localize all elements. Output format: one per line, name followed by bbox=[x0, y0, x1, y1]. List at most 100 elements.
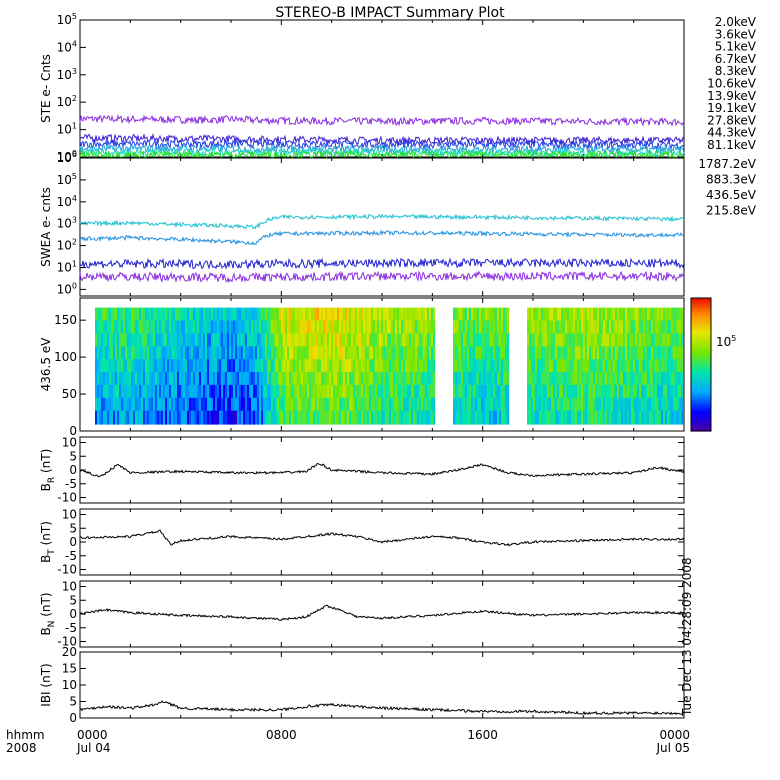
heatmap-cell bbox=[391, 397, 394, 412]
footer-year: 2008 bbox=[6, 741, 37, 755]
heatmap-cell bbox=[315, 397, 318, 412]
heatmap-cell bbox=[583, 372, 586, 386]
heatmap-cell bbox=[469, 372, 472, 386]
heatmap-cell bbox=[563, 372, 566, 386]
heatmap-cell bbox=[135, 372, 138, 386]
heatmap-cell bbox=[393, 359, 396, 374]
heatmap-cell bbox=[239, 410, 242, 425]
heatmap-cell bbox=[505, 307, 508, 322]
heatmap-cell bbox=[665, 333, 668, 348]
heatmap-cell bbox=[307, 384, 310, 399]
heatmap-cell bbox=[195, 410, 198, 425]
heatmap-cell bbox=[205, 384, 208, 399]
heatmap-cell bbox=[247, 307, 250, 322]
heatmap-cell bbox=[195, 359, 198, 374]
heatmap-cell bbox=[415, 346, 418, 361]
heatmap-cell bbox=[217, 359, 220, 374]
heatmap-cell bbox=[431, 359, 434, 374]
heatmap-cell bbox=[571, 333, 574, 348]
heatmap-cell bbox=[365, 333, 368, 348]
heatmap-cell bbox=[191, 333, 194, 348]
heatmap-cell bbox=[361, 372, 364, 386]
heatmap-cell bbox=[623, 359, 626, 374]
heatmap-cell bbox=[619, 397, 622, 412]
heatmap-cell bbox=[301, 372, 304, 386]
heatmap-cell bbox=[255, 372, 258, 386]
heatmap-cell bbox=[261, 333, 264, 348]
heatmap-cell bbox=[171, 397, 174, 412]
heatmap-cell bbox=[575, 307, 578, 322]
heatmap-cell bbox=[599, 397, 602, 412]
heatmap-cell bbox=[581, 333, 584, 348]
heatmap-cell bbox=[365, 397, 368, 412]
heatmap-cell bbox=[129, 397, 132, 412]
heatmap-cell bbox=[427, 359, 430, 374]
heatmap-cell bbox=[457, 410, 460, 425]
heatmap-cell bbox=[353, 333, 356, 348]
heatmap-cell bbox=[287, 359, 290, 374]
heatmap-cell bbox=[483, 346, 486, 361]
heatmap-cell bbox=[603, 384, 606, 399]
heatmap-cell bbox=[541, 372, 544, 386]
heatmap-cell bbox=[393, 320, 396, 335]
heatmap-cell bbox=[561, 333, 564, 348]
heatmap-cell bbox=[381, 307, 384, 322]
heatmap-cell bbox=[591, 333, 594, 348]
heatmap-cell bbox=[139, 307, 142, 322]
heatmap-cell bbox=[595, 410, 598, 425]
heatmap-cell bbox=[407, 333, 410, 348]
heatmap-cell bbox=[415, 372, 418, 386]
heatmap-cell bbox=[215, 372, 218, 386]
y-axis-label: BN (nT) bbox=[39, 592, 57, 635]
heatmap-cell bbox=[127, 372, 130, 386]
heatmap-cell bbox=[243, 384, 246, 399]
heatmap-cell bbox=[137, 384, 140, 399]
heatmap-cell bbox=[583, 333, 586, 348]
heatmap-cell bbox=[401, 359, 404, 374]
heatmap-cell bbox=[601, 397, 604, 412]
heatmap-cell bbox=[309, 397, 312, 412]
heatmap-cell bbox=[403, 307, 406, 322]
heatmap-cell bbox=[471, 359, 474, 374]
heatmap-cell bbox=[205, 397, 208, 412]
heatmap-cell bbox=[99, 333, 102, 348]
heatmap-cell bbox=[411, 372, 414, 386]
heatmap-cell bbox=[431, 333, 434, 348]
heatmap-cell bbox=[593, 384, 596, 399]
heatmap-cell bbox=[411, 333, 414, 348]
heatmap-cell bbox=[149, 397, 152, 412]
heatmap-cell bbox=[135, 397, 138, 412]
heatmap-cell bbox=[219, 346, 222, 361]
heatmap-cell bbox=[373, 372, 376, 386]
heatmap-cell bbox=[603, 397, 606, 412]
heatmap-cell bbox=[105, 372, 108, 386]
heatmap-cell bbox=[457, 307, 460, 322]
heatmap-cell bbox=[329, 320, 332, 335]
colorbar-segment bbox=[691, 408, 711, 412]
heatmap-cell bbox=[131, 410, 134, 425]
heatmap-cell bbox=[569, 320, 572, 335]
heatmap-cell bbox=[131, 372, 134, 386]
heatmap-cell bbox=[347, 372, 350, 386]
heatmap-cell bbox=[453, 307, 456, 322]
heatmap-cell bbox=[119, 346, 122, 361]
heatmap-cell bbox=[165, 372, 168, 386]
heatmap-cell bbox=[291, 410, 294, 425]
heatmap-cell bbox=[653, 333, 656, 348]
heatmap-cell bbox=[181, 372, 184, 386]
heatmap-cell bbox=[301, 333, 304, 348]
heatmap-cell bbox=[359, 333, 362, 348]
heatmap-cell bbox=[411, 384, 414, 399]
heatmap-cell bbox=[163, 372, 166, 386]
heatmap-cell bbox=[653, 410, 656, 425]
heatmap-cell bbox=[205, 320, 208, 335]
heatmap-cell bbox=[229, 410, 232, 425]
heatmap-cell bbox=[533, 359, 536, 374]
heatmap-cell bbox=[369, 333, 372, 348]
heatmap-cell bbox=[297, 359, 300, 374]
heatmap-cell bbox=[505, 320, 508, 335]
heatmap-cell bbox=[555, 384, 558, 399]
heatmap-cell bbox=[343, 333, 346, 348]
heatmap-cell bbox=[569, 410, 572, 425]
heatmap-cell bbox=[399, 397, 402, 412]
